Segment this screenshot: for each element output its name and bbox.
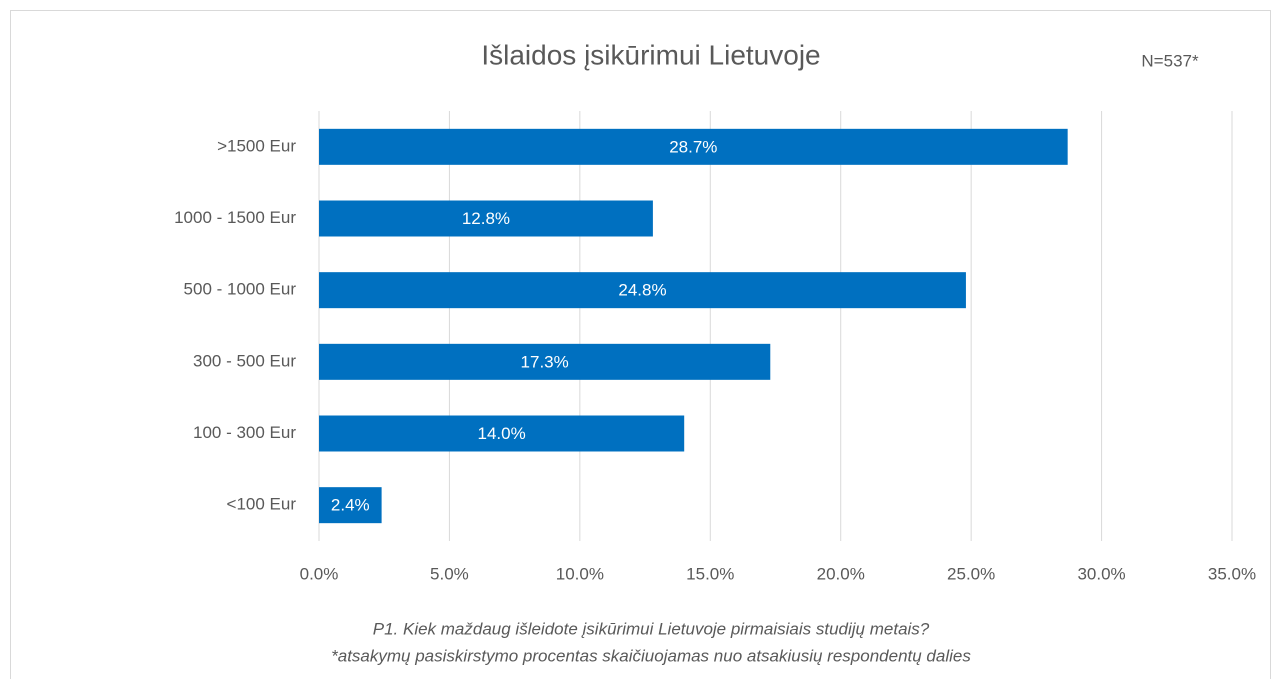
x-tick-label: 35.0% — [1208, 564, 1256, 583]
data-label: 24.8% — [618, 281, 666, 300]
x-tick-label: 0.0% — [300, 564, 339, 583]
x-tick-label: 25.0% — [947, 564, 995, 583]
data-label: 28.7% — [669, 137, 717, 156]
chart-title: Išlaidos įsikūrimui Lietuvoje — [481, 39, 820, 70]
bar — [319, 487, 382, 524]
footnote: P1. Kiek maždaug išleidote įsikūrimui Li… — [373, 619, 930, 638]
bar — [319, 343, 771, 380]
y-tick-label: 500 - 1000 Eur — [184, 280, 297, 299]
bar — [319, 272, 966, 309]
data-label: 17.3% — [521, 352, 569, 371]
x-tick-label: 10.0% — [556, 564, 604, 583]
bar — [319, 128, 1068, 165]
x-tick-label: 30.0% — [1077, 564, 1125, 583]
x-tick-label: 5.0% — [430, 564, 469, 583]
y-tick-label: <100 Eur — [227, 495, 297, 514]
bar — [319, 200, 653, 237]
data-label: 12.8% — [462, 209, 510, 228]
x-tick-label: 15.0% — [686, 564, 734, 583]
data-label: 14.0% — [477, 424, 525, 443]
annotation: N=537* — [1141, 51, 1199, 70]
y-tick-label: 300 - 500 Eur — [193, 351, 296, 370]
bar — [319, 415, 685, 452]
y-tick-label: >1500 Eur — [217, 136, 296, 155]
x-tick-label: 20.0% — [817, 564, 865, 583]
data-label: 2.4% — [331, 496, 370, 515]
y-tick-label: 1000 - 1500 Eur — [174, 208, 296, 227]
footnote: *atsakymų pasiskirstymo procentas skaiči… — [331, 646, 971, 665]
y-tick-label: 100 - 300 Eur — [193, 423, 296, 442]
